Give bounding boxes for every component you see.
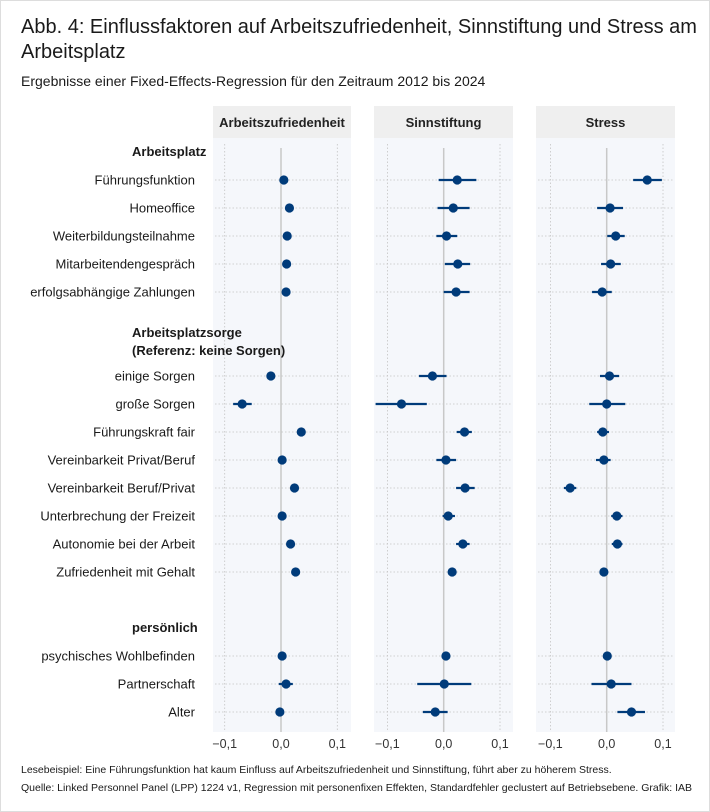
point-estimate xyxy=(396,399,407,409)
point-estimate xyxy=(612,511,622,521)
point-estimate xyxy=(605,203,615,213)
point-estimate xyxy=(599,567,609,577)
x-tick-label: 0,1 xyxy=(654,737,671,751)
x-tick-label: 0,0 xyxy=(435,737,452,751)
point-estimate xyxy=(277,651,287,661)
point-estimate xyxy=(237,399,247,409)
point-estimate xyxy=(599,455,609,465)
point-estimate xyxy=(430,707,440,717)
figure-subtitle: Ergebnisse einer Fixed-Effects-Regressio… xyxy=(21,73,486,89)
point-estimate xyxy=(606,259,616,269)
row-label: einige Sorgen xyxy=(114,368,195,384)
x-tick-label: 0,1 xyxy=(491,737,508,751)
row-label: Homeoffice xyxy=(129,200,195,216)
group-label: Arbeitsplatz xyxy=(132,144,207,159)
point-estimate xyxy=(285,539,296,549)
row-label: Autonomie bei der Arbeit xyxy=(52,536,195,552)
point-estimate xyxy=(441,455,451,465)
row-label: Führungsfunktion xyxy=(94,172,195,188)
row-label: Mitarbeitendengespräch xyxy=(55,256,195,272)
point-estimate xyxy=(277,511,287,521)
point-estimate xyxy=(284,203,295,213)
row-label: Zufriedenheit mit Gehalt xyxy=(56,564,195,580)
point-estimate xyxy=(447,567,457,577)
x-tick-label: −0,1 xyxy=(212,737,237,751)
x-tick-label: −0,1 xyxy=(375,737,400,751)
x-tick-label: 0,1 xyxy=(329,737,346,751)
point-estimate xyxy=(458,539,468,549)
row-label: Vereinbarkeit Beruf/Privat xyxy=(47,480,195,496)
panel-header-bg xyxy=(536,106,675,138)
point-estimate xyxy=(604,371,615,381)
point-estimate xyxy=(451,287,461,297)
x-tick-label: 0,0 xyxy=(598,737,615,751)
group-label: persönlich xyxy=(132,620,198,635)
point-estimate xyxy=(642,175,652,185)
footnote-example: Lesebeispiel: Eine Führungsfunktion hat … xyxy=(21,764,612,776)
x-tick-label: −0,1 xyxy=(538,737,563,751)
point-estimate xyxy=(443,511,453,521)
point-estimate xyxy=(597,287,607,297)
point-estimate xyxy=(602,399,612,409)
point-estimate xyxy=(453,259,463,269)
row-label: Weiterbildungsteilnahme xyxy=(52,228,195,244)
panel-title: Stress xyxy=(586,115,626,130)
point-estimate xyxy=(282,231,292,241)
panel-header-bg xyxy=(374,106,513,138)
figure-title: Abb. 4: Einflussfaktoren auf Arbeitszufr… xyxy=(21,16,697,63)
point-estimate xyxy=(606,679,616,689)
footnote-source: Quelle: Linked Personnel Panel (LPP) 122… xyxy=(21,782,693,794)
point-estimate xyxy=(281,679,291,689)
point-estimate xyxy=(602,651,612,661)
point-estimate xyxy=(598,427,608,437)
row-label: Führungskraft fair xyxy=(93,424,195,440)
point-estimate xyxy=(441,651,451,661)
panel-title: Sinnstiftung xyxy=(406,115,482,130)
panel-title: Arbeitszufriedenheit xyxy=(219,115,345,130)
point-estimate xyxy=(611,231,621,241)
point-estimate xyxy=(439,679,449,689)
point-estimate xyxy=(460,483,470,493)
row-label: Partnerschaft xyxy=(117,676,195,692)
panel-header-bg xyxy=(213,106,351,138)
row-label: Vereinbarkeit Privat/Beruf xyxy=(47,452,195,468)
point-estimate xyxy=(291,567,301,577)
x-tick-label: 0,0 xyxy=(272,737,289,751)
row-label: Alter xyxy=(168,704,195,720)
point-estimate xyxy=(282,259,292,269)
point-estimate xyxy=(277,455,287,465)
point-estimate xyxy=(296,427,306,437)
point-estimate xyxy=(427,371,438,381)
row-label: große Sorgen xyxy=(115,396,196,412)
point-estimate xyxy=(281,287,291,297)
point-estimate xyxy=(452,175,462,185)
point-estimate xyxy=(448,203,458,213)
point-estimate xyxy=(441,231,452,241)
point-estimate xyxy=(565,483,575,493)
row-label: Unterbrechung der Freizeit xyxy=(40,508,195,524)
point-estimate xyxy=(266,371,276,381)
point-estimate xyxy=(279,175,289,185)
group-label: Arbeitsplatzsorge (Referenz: keine Sorge… xyxy=(132,325,286,358)
point-estimate xyxy=(459,427,470,437)
row-label: psychisches Wohlbefinden xyxy=(41,648,195,664)
row-label: erfolgsabhängige Zahlungen xyxy=(30,284,195,300)
point-estimate xyxy=(289,483,300,493)
point-estimate xyxy=(275,707,285,717)
point-estimate xyxy=(612,539,622,549)
point-estimate xyxy=(626,707,637,717)
panel-bg xyxy=(213,138,351,732)
